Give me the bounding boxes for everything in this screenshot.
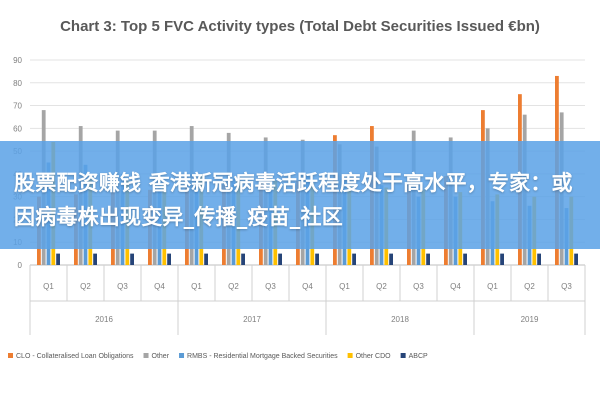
x-group-label: 2018 — [391, 315, 409, 324]
legend-swatch — [143, 353, 149, 358]
bar — [93, 253, 97, 265]
bar — [315, 253, 319, 265]
y-tick-label: 90 — [13, 56, 22, 65]
legend-swatch — [8, 353, 13, 358]
x-tick-label: Q4 — [450, 282, 461, 291]
headline-text[interactable]: 股票配资赚钱 香港新冠病毒活跃程度处于高水平，专家：或因病毒株出现变异_传播_疫… — [14, 171, 573, 229]
x-tick-label: Q3 — [117, 282, 128, 291]
x-tick-label: Q2 — [376, 282, 387, 291]
legend-entry: ABCP — [409, 353, 428, 360]
bar — [56, 253, 60, 265]
bar — [278, 253, 282, 265]
legend-swatch — [347, 353, 353, 358]
x-tick-label: Q3 — [413, 282, 424, 291]
x-group-label: 2016 — [95, 315, 113, 324]
bar — [352, 253, 356, 265]
legend-entry: RMBS - Residential Mortgage Backed Secur… — [187, 353, 338, 360]
x-tick-label: Q2 — [524, 282, 535, 291]
x-tick-label: Q1 — [339, 282, 350, 291]
x-tick-label: Q4 — [154, 282, 165, 291]
legend-swatch — [400, 353, 406, 358]
chart-title: Chart 3: Top 5 FVC Activity types (Total… — [60, 18, 540, 35]
bar — [167, 253, 171, 265]
bar — [574, 253, 578, 265]
y-tick-label: 70 — [13, 102, 22, 111]
x-tick-label: Q4 — [302, 282, 313, 291]
x-tick-label: Q3 — [561, 282, 572, 291]
bar — [204, 253, 208, 265]
legend-entry: Other CDO — [356, 353, 392, 360]
bar — [463, 253, 467, 265]
bar — [500, 253, 504, 265]
legend-entry: Other — [152, 353, 170, 360]
bar — [426, 253, 430, 265]
x-group-label: 2019 — [521, 315, 539, 324]
x-group-label: 2017 — [243, 315, 261, 324]
x-tick-label: Q3 — [265, 282, 276, 291]
x-tick-label: Q2 — [228, 282, 239, 291]
legend-swatch — [179, 353, 185, 358]
x-tick-label: Q1 — [487, 282, 498, 291]
bar — [389, 253, 393, 265]
x-tick-label: Q1 — [43, 282, 54, 291]
legend: CLO - Collateralised Loan Obligations Oth… — [8, 353, 428, 360]
y-tick-label: 0 — [18, 261, 23, 270]
x-axis-tick-labels: Q1 Q2 Q3 Q4 Q1 Q2 Q3 Q4 Q1 Q2 Q3 Q4 Q1 Q2 Q3 2016 2017 20… — [29, 265, 586, 335]
y-tick-label: 80 — [13, 79, 22, 88]
y-tick-label: 60 — [13, 124, 22, 133]
headline-banner — [0, 141, 600, 249]
bar — [241, 253, 245, 265]
legend-entry: CLO - Collateralised Loan Obligations — [16, 353, 134, 360]
x-tick-label: Q1 — [191, 282, 202, 291]
bar — [537, 253, 541, 265]
bar — [130, 253, 134, 265]
x-tick-label: Q2 — [80, 282, 91, 291]
